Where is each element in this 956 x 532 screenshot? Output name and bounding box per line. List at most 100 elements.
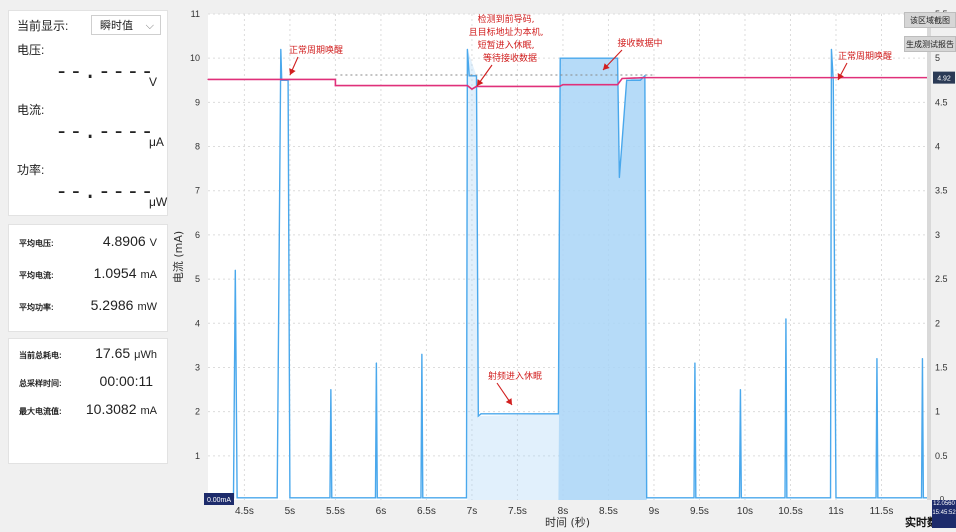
- current-point: [646, 497, 648, 499]
- total-stats-panel: 当前总耗电: 17.65 μWh 总采样时间: 00:00:11 最大电流值: 1…: [8, 338, 168, 464]
- realtime-button[interactable]: 实时数: [905, 517, 938, 529]
- current-value: --.----: [55, 119, 155, 144]
- x-tick-label: 10s: [737, 506, 753, 517]
- generate-report-button[interactable]: 生成测试报告: [904, 36, 956, 52]
- y-tick-label: 2: [195, 407, 200, 417]
- total-energy-label: 当前总耗电:: [19, 351, 62, 360]
- voltage-point: [621, 77, 623, 80]
- x-tick-label: 4.5s: [235, 506, 254, 517]
- current-point: [480, 413, 482, 415]
- total-energy-row: 当前总耗电: 17.65 μWh: [19, 345, 165, 365]
- voltage-unit: V: [149, 75, 158, 89]
- current-point: [477, 415, 479, 417]
- x-tick-label: 10.5s: [778, 506, 802, 517]
- region-zoom-button[interactable]: 该区域截图: [904, 12, 956, 28]
- annotation-text: 检测到前导码,: [478, 13, 535, 25]
- y-tick-label: 10: [190, 53, 200, 63]
- display-mode-select[interactable]: 瞬时值 ⌵: [91, 15, 161, 35]
- y-axis-title: 电流 (mA): [171, 231, 185, 283]
- current-point: [616, 57, 619, 59]
- voltage-point: [289, 78, 291, 80]
- avg-voltage-row: 平均电压: 4.8906 V: [19, 233, 165, 253]
- power-unit: μW: [149, 195, 168, 209]
- current-point: [738, 497, 741, 499]
- max-current-row: 最大电流值: 10.3082 mA: [19, 401, 165, 421]
- avg-current-label: 平均电流:: [19, 271, 54, 280]
- current-point: [557, 413, 559, 415]
- current-point: [922, 497, 924, 499]
- current-point: [289, 497, 291, 499]
- average-stats-panel: 平均电压: 4.8906 V 平均电流: 1.0954 mA 平均功率: 5.298…: [8, 224, 168, 332]
- y2-tick-label: 1.5: [935, 362, 948, 372]
- y2-tick-label: 1: [935, 407, 940, 417]
- current-point: [829, 497, 832, 499]
- x-tick-label: 9s: [649, 506, 660, 517]
- current-point: [420, 497, 422, 499]
- sample-time-label: 总采样时间:: [19, 379, 62, 388]
- current-point: [234, 269, 236, 271]
- avg-current-row: 平均电流: 1.0954 mA: [19, 265, 165, 285]
- annotation-arrowhead: [505, 398, 512, 405]
- voltage-point: [616, 84, 619, 86]
- current-point: [739, 388, 742, 391]
- voltage-point: [562, 84, 564, 86]
- y-tick-label: 11: [191, 9, 200, 19]
- max-current-value: 10.3082 mA: [85, 401, 157, 417]
- voltage-point: [644, 77, 646, 79]
- voltage-point: [466, 84, 468, 87]
- y-tick-label: 9: [195, 97, 200, 107]
- avg-current-value: 1.0954 mA: [93, 265, 157, 281]
- x-tick-label: 7s: [467, 506, 478, 517]
- annotation-text: 等待接收数据: [483, 52, 537, 64]
- annotation-text: 短暂进入休眠,: [478, 39, 535, 51]
- y-tick-label: 8: [195, 142, 200, 152]
- y2-tick-label: 2.5: [935, 274, 948, 284]
- current-point: [830, 48, 833, 50]
- y-tick-label: 4: [195, 318, 200, 328]
- y2-tick-label: 3.5: [935, 186, 948, 196]
- annotation-text: 正常周期唤醒: [289, 44, 343, 56]
- annotation-text: 且目标地址为本机,: [469, 26, 544, 38]
- current-point: [466, 48, 468, 50]
- sample-time-value: 00:00:11: [99, 373, 153, 389]
- voltage-point: [334, 78, 337, 80]
- cursor-value-badge: [204, 493, 234, 505]
- y2-tick-label: 3: [935, 230, 940, 240]
- current-point: [877, 497, 879, 499]
- current-point: [785, 318, 787, 320]
- current-point: [276, 497, 278, 499]
- timestamp-clock: 15:45:52: [932, 510, 956, 516]
- x-tick-label: 6s: [376, 506, 387, 517]
- avg-power-row: 平均功率: 5.2986 mW: [19, 297, 165, 317]
- current-point: [421, 353, 423, 355]
- current-point: [786, 497, 788, 499]
- current-point: [694, 362, 696, 364]
- current-point: [876, 358, 878, 360]
- sample-time-row: 总采样时间: 00:00:11: [19, 373, 165, 393]
- max-current-label: 最大电流值:: [19, 407, 62, 416]
- avg-power-label: 平均功率:: [19, 303, 54, 312]
- x-tick-label: 11.5s: [870, 506, 894, 517]
- x-tick-label: 11s: [828, 506, 843, 517]
- x-tick-label: 5.5s: [326, 506, 345, 517]
- x-tick-label: 8s: [558, 506, 569, 517]
- voltage-point: [471, 88, 473, 90]
- y-tick-label: 3: [195, 362, 200, 372]
- current-point: [280, 48, 282, 50]
- annotation-arrowhead: [477, 79, 484, 86]
- voltage-marker-text: 4.92: [937, 76, 951, 83]
- current-point: [376, 497, 378, 499]
- current-point: [236, 497, 238, 499]
- current-point: [475, 75, 478, 77]
- current-point: [920, 497, 923, 499]
- current-point: [559, 57, 561, 59]
- current-point: [784, 497, 786, 499]
- voltage-marker-badge: [933, 71, 955, 84]
- timestamp-value: 12.0560: [933, 501, 955, 507]
- power-label: 功率:: [17, 163, 45, 177]
- right-axis-strip: [927, 14, 931, 500]
- annotation-text: 射频进入休眠: [488, 370, 542, 382]
- voltage-point: [207, 78, 209, 80]
- power-value: --.----: [55, 179, 155, 204]
